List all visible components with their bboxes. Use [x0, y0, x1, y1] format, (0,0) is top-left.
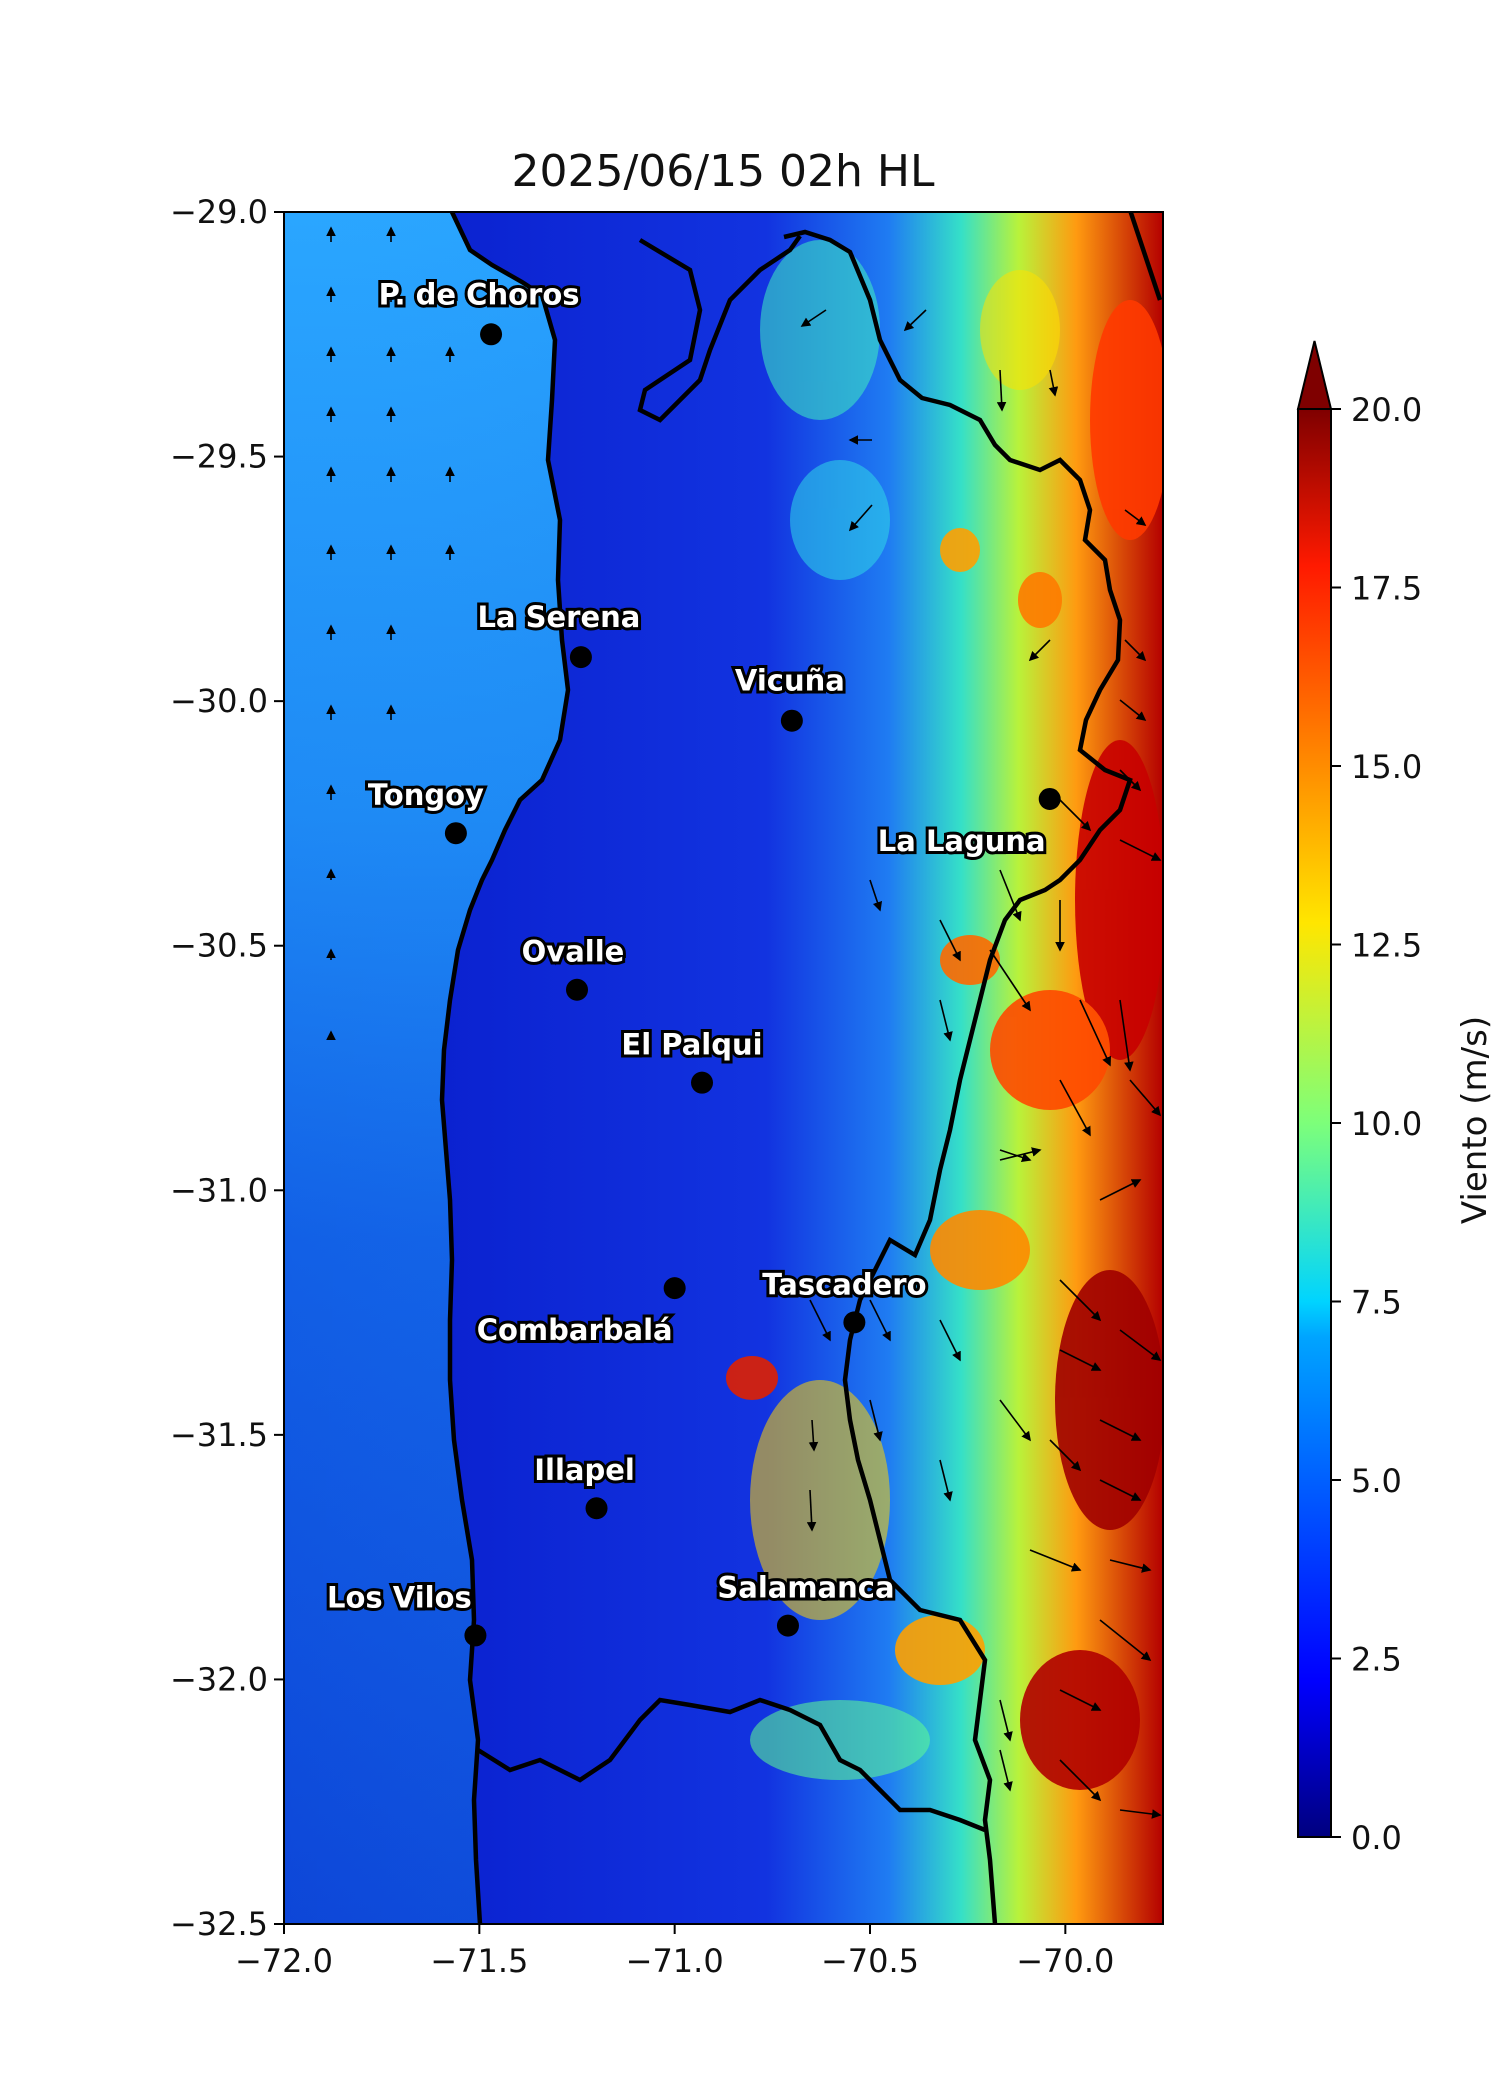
city-marker	[843, 1311, 866, 1334]
border-line-3	[637, 234, 802, 423]
city-label: Tascadero	[762, 1267, 926, 1301]
city-label: El Palqui	[621, 1028, 762, 1062]
coastline	[439, 212, 571, 1924]
city-label: Salamanca	[717, 1571, 894, 1605]
colorbar-bar	[1297, 408, 1332, 1838]
colorbar-tick-label: 15.0	[1351, 748, 1422, 786]
colorbar: 0.0 2.5 5.0 7.5 10.0 12.5 15.0 17.5 20.0 Viento …	[1296, 340, 1495, 1857]
y-tick-label: −31.5	[170, 1416, 268, 1454]
city-marker	[464, 1624, 487, 1647]
border-line-4	[1128, 212, 1163, 301]
city-label: Ovalle	[522, 935, 625, 969]
high-wind-patches	[726, 300, 1163, 1790]
map-title: 2025/06/15 02h HL	[511, 146, 935, 197]
colorbar-label: Viento (m/s)	[1455, 1016, 1495, 1224]
colorbar-tick-label: 10.0	[1351, 1105, 1422, 1143]
colorbar-tick-label: 0.0	[1351, 1819, 1402, 1857]
city-marker	[480, 323, 503, 346]
x-tick-label: −70.5	[821, 1942, 919, 1980]
city-label: Tongoy	[368, 778, 484, 812]
city-label: Los Vilos	[327, 1580, 472, 1614]
y-tick-label: −32.0	[170, 1660, 268, 1698]
colorbar-ticks: 0.0 2.5 5.0 7.5 10.0 12.5 15.0 17.5 20.0	[1331, 391, 1422, 1857]
land-field	[442, 212, 1163, 1924]
city-marker	[585, 1497, 608, 1520]
y-tick-label: −29.0	[170, 193, 268, 231]
wind-vectors	[326, 226, 1162, 1819]
colorbar-extend-triangle	[1296, 340, 1333, 410]
border-line-2	[476, 1697, 986, 1833]
x-tick-label: −71.0	[626, 1942, 724, 1980]
colorbar-tick-label: 17.5	[1351, 570, 1422, 608]
city-marker	[569, 646, 592, 669]
colorbar-tick-label: 7.5	[1351, 1284, 1402, 1322]
x-tick-label: −70.0	[1016, 1942, 1114, 1980]
city-marker	[444, 822, 467, 845]
y-tick-label: −32.5	[170, 1905, 268, 1943]
colorbar-tick-label: 2.5	[1351, 1641, 1402, 1679]
x-tick-label: −72.0	[235, 1942, 333, 1980]
city-marker	[780, 709, 803, 732]
border-line	[783, 229, 1133, 1924]
city-marker	[1038, 787, 1061, 810]
plot-area: P. de Choros La Serena Vicuña Tongoy La Lagu…	[284, 212, 1163, 1924]
city-label: P. de Choros	[379, 277, 580, 311]
y-tick-label: −31.0	[170, 1171, 268, 1209]
city-label: La Serena	[477, 600, 640, 634]
city-marker	[663, 1277, 686, 1300]
city-label: Vicuña	[735, 664, 845, 698]
colorbar-tick-label: 20.0	[1351, 391, 1422, 429]
city-label: La Laguna	[878, 824, 1046, 858]
y-tick-label: −29.5	[170, 438, 268, 476]
colorbar-tick-label: 12.5	[1351, 927, 1422, 965]
colorbar-tick-label: 5.0	[1351, 1462, 1402, 1500]
city-label: Illapel	[534, 1453, 635, 1487]
x-tick-label: −71.5	[430, 1942, 528, 1980]
city-marker	[566, 978, 588, 1001]
plot-frame	[283, 211, 1164, 1925]
axis-layer: −72.0 −71.5 −71.0 −70.5 −70.0 −29.0 −29.5 −30.0…	[170, 193, 1114, 1980]
y-tick-label: −30.5	[170, 927, 268, 965]
city-marker	[776, 1614, 799, 1637]
y-tick-label: −30.0	[170, 682, 268, 720]
city-layer: P. de Choros La Serena Vicuña Tongoy La Lagu…	[324, 274, 1061, 1647]
city-label: Combarbalá	[477, 1313, 673, 1347]
city-marker	[691, 1071, 714, 1094]
